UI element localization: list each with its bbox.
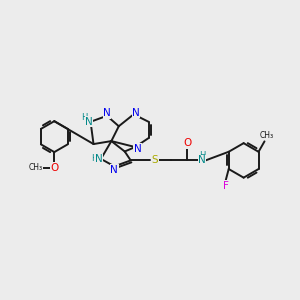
Text: N: N: [103, 108, 111, 118]
Text: N: N: [132, 108, 140, 118]
Text: H: H: [91, 154, 98, 164]
Text: N: N: [110, 165, 118, 175]
Text: N: N: [85, 117, 93, 127]
Text: O: O: [50, 163, 58, 172]
Text: O: O: [184, 138, 192, 148]
Text: N: N: [134, 143, 141, 154]
Text: CH₃: CH₃: [260, 131, 274, 140]
Text: N: N: [198, 155, 206, 165]
Text: CH₃: CH₃: [29, 163, 43, 172]
Text: H: H: [81, 113, 88, 122]
Text: H: H: [199, 151, 205, 160]
Text: F: F: [223, 181, 229, 191]
Text: S: S: [152, 155, 158, 165]
Text: N: N: [95, 154, 103, 164]
